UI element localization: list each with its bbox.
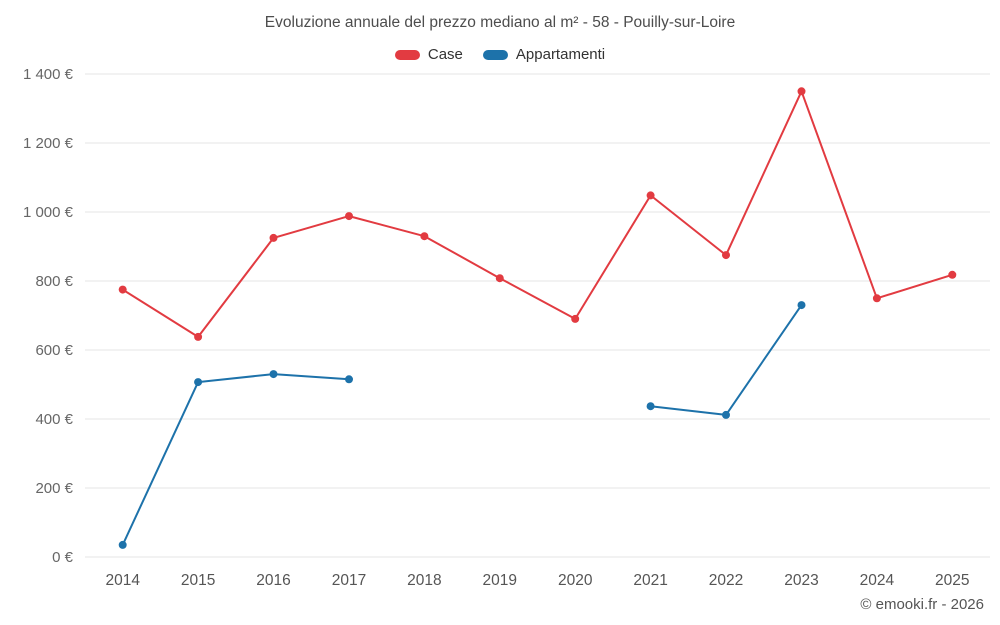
data-point xyxy=(646,191,655,200)
data-point xyxy=(269,233,278,242)
data-point xyxy=(797,301,806,310)
data-point xyxy=(495,274,504,283)
data-point xyxy=(345,212,353,221)
x-tick-label: 2016 xyxy=(256,572,290,589)
chart-title: Evoluzione annuale del prezzo mediano al… xyxy=(264,14,736,31)
legend-label: Case xyxy=(427,46,463,63)
y-tick-label: 800 € xyxy=(35,273,73,290)
y-tick-label: 1 400 € xyxy=(23,66,74,83)
data-point xyxy=(948,270,957,279)
y-tick-label: 1 000 € xyxy=(23,204,74,221)
series-line xyxy=(121,90,954,338)
x-tick-label: 2025 xyxy=(935,572,969,589)
series-line xyxy=(121,304,803,546)
copyright-text: © emooki.fr - 2026 xyxy=(860,596,984,613)
data-point xyxy=(571,314,580,323)
y-tick-label: 200 € xyxy=(35,480,73,497)
data-point xyxy=(118,285,127,294)
data-point xyxy=(722,410,730,419)
x-tick-label: 2018 xyxy=(407,572,441,589)
x-tick-label: 2021 xyxy=(633,572,667,589)
y-tick-label: 1 200 € xyxy=(23,135,74,152)
legend-swatch xyxy=(482,49,508,60)
data-point xyxy=(646,402,655,411)
data-point xyxy=(269,370,278,379)
legend-item-case[interactable]: Case xyxy=(394,46,463,63)
data-point xyxy=(420,232,429,241)
x-tick-label: 2014 xyxy=(105,572,140,589)
chart-legend: Case Appartamenti xyxy=(0,46,1000,63)
x-tick-label: 2022 xyxy=(709,572,743,589)
data-point xyxy=(722,251,730,260)
x-tick-label: 2023 xyxy=(784,572,818,589)
y-tick-label: 0 € xyxy=(52,549,74,566)
data-point xyxy=(797,87,806,96)
series-appartamenti xyxy=(118,301,806,549)
x-tick-label: 2020 xyxy=(558,572,593,589)
series-case xyxy=(118,87,957,341)
x-tick-label: 2015 xyxy=(181,572,215,589)
x-tick-label: 2017 xyxy=(332,572,366,589)
data-point xyxy=(345,375,353,384)
x-tick-label: 2024 xyxy=(860,572,895,589)
data-point xyxy=(872,294,881,303)
y-tick-label: 600 € xyxy=(35,342,73,359)
data-point xyxy=(194,332,203,341)
legend-label: Appartamenti xyxy=(515,46,606,63)
data-point xyxy=(118,540,127,549)
x-tick-label: 2019 xyxy=(483,572,517,589)
data-point xyxy=(194,378,203,387)
y-tick-label: 400 € xyxy=(35,411,73,428)
legend-item-appartamenti[interactable]: Appartamenti xyxy=(482,46,606,63)
legend-swatch xyxy=(394,49,420,60)
